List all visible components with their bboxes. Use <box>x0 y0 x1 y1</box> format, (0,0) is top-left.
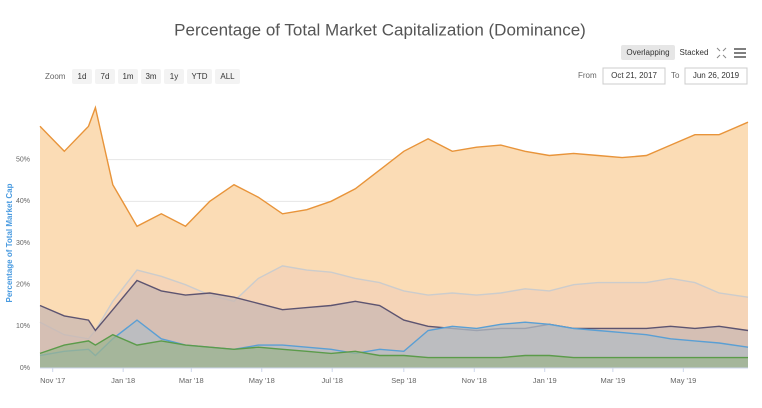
y-tick-label: 40% <box>16 198 30 205</box>
fullscreen-icon[interactable] <box>716 47 727 59</box>
x-tick-label: May '19 <box>670 376 696 385</box>
series-line <box>39 265 749 340</box>
x-tick-label: Nov '18 <box>462 376 487 385</box>
zoom-button-bg[interactable] <box>141 69 161 84</box>
y-tick-label: 50% <box>16 157 30 164</box>
mode-button[interactable]: Stacked <box>680 48 709 57</box>
x-tick-label: Jan '18 <box>111 376 135 385</box>
zoom-button-bg[interactable] <box>72 69 92 84</box>
y-tick-label: 20% <box>16 282 30 289</box>
y-tick-label: 30% <box>16 240 30 247</box>
x-tick-label: Jan '19 <box>533 376 557 385</box>
zoom-button-bg[interactable] <box>215 69 240 84</box>
zoom-button-bg[interactable] <box>95 69 115 84</box>
zoom-button[interactable]: 1d <box>78 72 87 81</box>
series-line <box>39 319 749 357</box>
zoom-button[interactable]: YTD <box>192 72 208 81</box>
mode-button-bg[interactable] <box>621 45 675 60</box>
y-axis-title: Percentage of Total Market Cap <box>5 183 14 302</box>
to-value[interactable]: Jun 26, 2019 <box>693 71 740 80</box>
zoom-button[interactable]: 3m <box>145 72 156 81</box>
zoom-buttons: 1d 7d 1m 3m 1y YTD ALL <box>72 69 240 84</box>
to-input[interactable] <box>684 67 748 85</box>
zoom-label: Zoom <box>45 72 66 81</box>
series-line <box>39 279 749 332</box>
series-line <box>39 105 749 228</box>
zoom-button-bg[interactable] <box>118 69 138 84</box>
zoom-button[interactable]: 7d <box>101 72 110 81</box>
plot-area: 0% 10% 20% 30% 40% 50% Nov '17 Jan '18 Mar '18 Ma… <box>16 105 749 385</box>
y-tick-label: 0% <box>20 365 30 372</box>
x-tick-label: Jul '18 <box>321 376 342 385</box>
series-line <box>39 333 748 359</box>
x-tick-label: May '18 <box>249 376 275 385</box>
zoom-button[interactable]: 1m <box>122 72 133 81</box>
x-tick-label: Nov '17 <box>40 376 65 385</box>
series-area <box>40 334 748 368</box>
from-label: From <box>578 71 597 80</box>
to-label: To <box>671 71 680 80</box>
zoom-button[interactable]: ALL <box>220 72 235 81</box>
x-tick-label: Sep '18 <box>391 376 416 385</box>
y-tick-label: 10% <box>16 323 30 330</box>
zoom-button[interactable]: 1y <box>170 72 178 81</box>
mode-button[interactable]: Overlapping <box>626 48 669 57</box>
from-input[interactable] <box>602 67 666 85</box>
x-tick-label: Mar '19 <box>600 376 625 385</box>
zoom-button-bg[interactable] <box>187 69 212 84</box>
chart-title: Percentage of Total Market Capitalizatio… <box>174 20 586 39</box>
mode-buttons: Overlapping Stacked <box>621 45 746 60</box>
x-tick-label: Mar '18 <box>179 376 204 385</box>
from-value[interactable]: Oct 21, 2017 <box>611 71 657 80</box>
zoom-button-bg[interactable] <box>164 69 184 84</box>
menu-icon[interactable] <box>734 48 746 58</box>
